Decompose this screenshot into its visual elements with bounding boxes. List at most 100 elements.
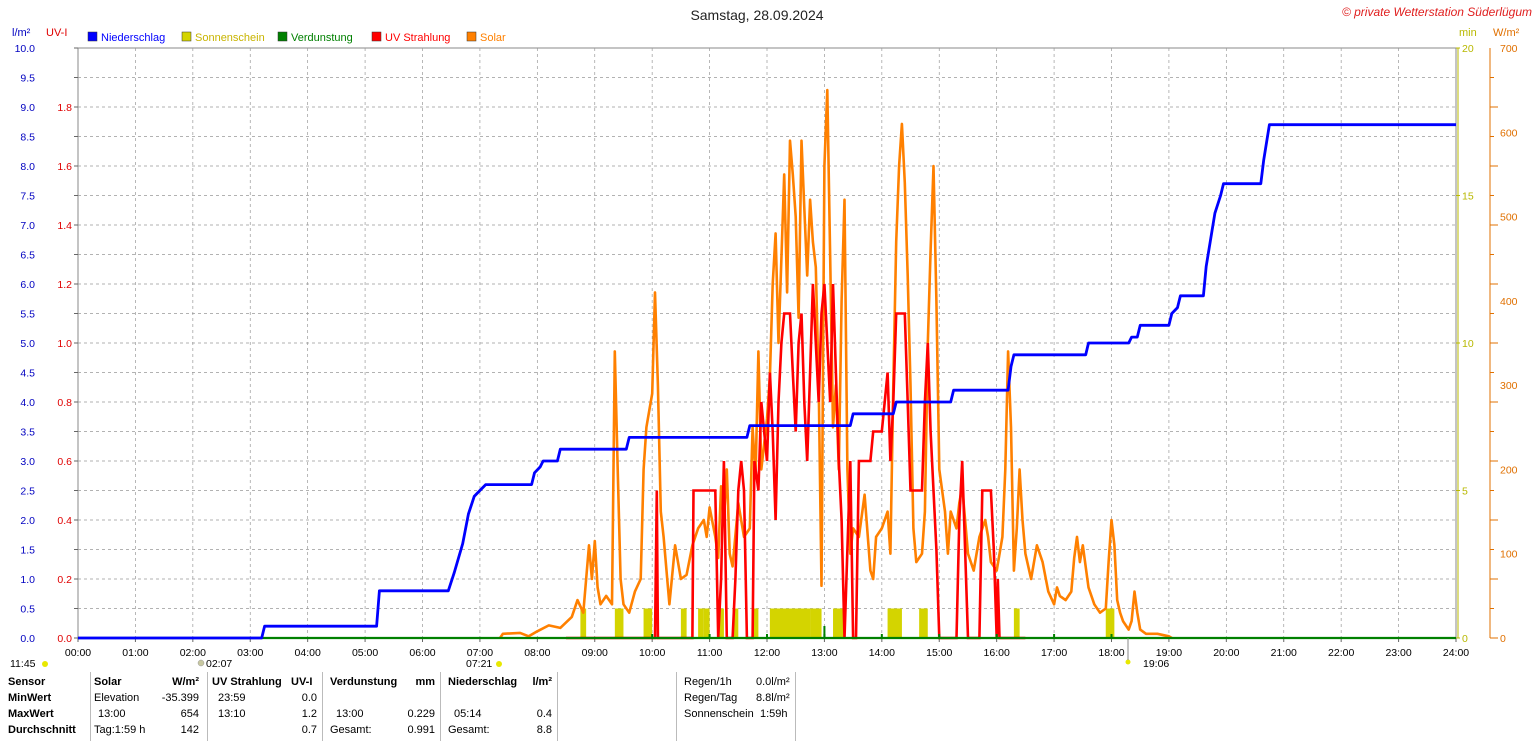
solar-min-label: Elevation [94,692,140,704]
rain-unit-label: l/m² [12,27,31,39]
legend-label: Sonnenschein [195,32,265,44]
uv-tick-label: 0.2 [57,574,72,586]
sunshine-bar [752,608,759,638]
evap-max-value: 0.229 [407,708,435,720]
rain-tick-label: 2.5 [20,486,35,498]
uv-line [566,283,1026,640]
sunshine-bar [1013,608,1020,638]
solar-tick-label: 200 [1500,464,1518,476]
time-tick-label: 18:00 [1098,647,1124,659]
evap-max-time: 13:00 [336,708,364,720]
min-row-label: MinWert [8,692,52,704]
sun-tick-label: 20 [1462,43,1474,55]
rain-tick-label: 3.5 [20,427,35,439]
rain-tick-label: 1.0 [20,574,35,586]
sunshine-bar [643,608,653,638]
sun-tick-label: 15 [1462,191,1474,203]
uv-tick-label: 1.6 [57,161,72,173]
sunset-marker-label: 19:06 [1143,658,1169,670]
time-tick-label: 17:00 [1041,647,1067,659]
sunshine-bar [580,608,587,638]
sunrise-marker-label: 07:21 [466,658,492,670]
solar-unit: W/m² [172,676,199,688]
time-tick-label: 04:00 [295,647,321,659]
rain-total-label: Gesamt: [448,724,490,736]
rain-tick-label: 5.5 [20,309,35,321]
solar-tick-label: 100 [1500,549,1518,561]
time-tick-label: 15:00 [926,647,952,659]
solar-max-value: 654 [180,708,199,720]
rain-tick-label: 9.0 [20,102,35,114]
chart-title: Samstag, 28.09.2024 [690,7,823,23]
rain-tick-label: 6.5 [20,250,35,262]
uv-min-value: 0.0 [301,692,317,704]
solar-min-value: -35.399 [161,692,199,704]
uv-tick-label: 0.6 [57,456,72,468]
chart-grid [77,47,1457,639]
avg-row-label: Durchschnitt [8,724,76,736]
legend-swatch [87,31,98,42]
time-tick-label: 21:00 [1271,647,1297,659]
credit-text: © private Wetterstation Süderlügum [1342,5,1532,19]
sunshine-bar [698,608,704,638]
rain-tick-label: 4.5 [20,368,35,380]
uv-max-time: 13:10 [218,708,246,720]
solar-tick-label: 500 [1500,212,1518,224]
legend-swatch [466,31,477,42]
sun-tick-label: 0 [1462,633,1468,645]
rain-max-time: 05:14 [454,708,482,720]
solar-line [498,88,1173,640]
legend-label: Niederschlag [101,32,165,44]
solar-unit-label: W/m² [1493,27,1520,39]
rain-day-value: 8.8l/m² [756,692,790,704]
evap-total-label: Gesamt: [330,724,372,736]
uv-tick-label: 1.8 [57,102,72,114]
time-tick-label: 00:00 [65,647,91,659]
time-tick-label: 19:00 [1156,647,1182,659]
rain-tick-label: 1.5 [20,545,35,557]
rain-line [78,123,1456,640]
rain-tick-label: 5.0 [20,338,35,350]
solar-max-time: 13:00 [98,708,126,720]
rain-max-value: 0.4 [536,708,552,720]
evap-header: Verdunstung [330,676,398,688]
sunset-icon [1125,659,1131,665]
uv-tick-label: 1.0 [57,338,72,350]
sunshine-bar [887,608,902,638]
uv-min-time: 23:59 [218,692,246,704]
uv-unit-label: UV-I [46,27,67,39]
rain-1h-label: Regen/1h [684,676,732,688]
rain-total-value: 8.8 [536,724,552,736]
noon-marker-label: 11:45 [10,658,36,670]
time-tick-label: 24:00 [1443,647,1469,659]
rain-tick-label: 6.0 [20,279,35,291]
sunshine-bar [1105,608,1115,638]
sun-dot-icon [42,661,48,667]
sunrise-icon [496,661,502,667]
rain-tick-label: 7.0 [20,220,35,232]
solar-tick-label: 300 [1500,380,1518,392]
uv-tick-label: 0.8 [57,397,72,409]
rain-tick-label: 8.5 [20,132,35,144]
time-tick-label: 11:00 [697,647,723,659]
evap-unit: mm [415,676,435,688]
solar-avg-value: 142 [180,724,199,736]
moon-marker-label: 02:07 [206,658,232,670]
rain-tick-label: 0.0 [20,633,35,645]
solar-avg-label: Tag:1:59 h [94,724,146,736]
solar-tick-label: 400 [1500,296,1518,308]
sunshine-bar [919,608,928,638]
uv-tick-label: 1.2 [57,279,72,291]
chart-series [78,88,1456,640]
sunshine-bar [614,608,624,638]
time-tick-label: 12:00 [754,647,780,659]
sun-unit-label: min [1459,27,1477,39]
time-tick-label: 14:00 [869,647,895,659]
time-tick-label: 03:00 [237,647,263,659]
sun-tick-label: 10 [1462,338,1474,350]
time-tick-label: 23:00 [1385,647,1411,659]
uv-tick-label: 0.4 [57,515,72,527]
sunshine-value: 1:59h [760,708,788,720]
chart-legend: Niederschlag Sonnenschein Verdunstung UV St… [87,31,506,44]
legend-label: UV Strahlung [385,32,450,44]
